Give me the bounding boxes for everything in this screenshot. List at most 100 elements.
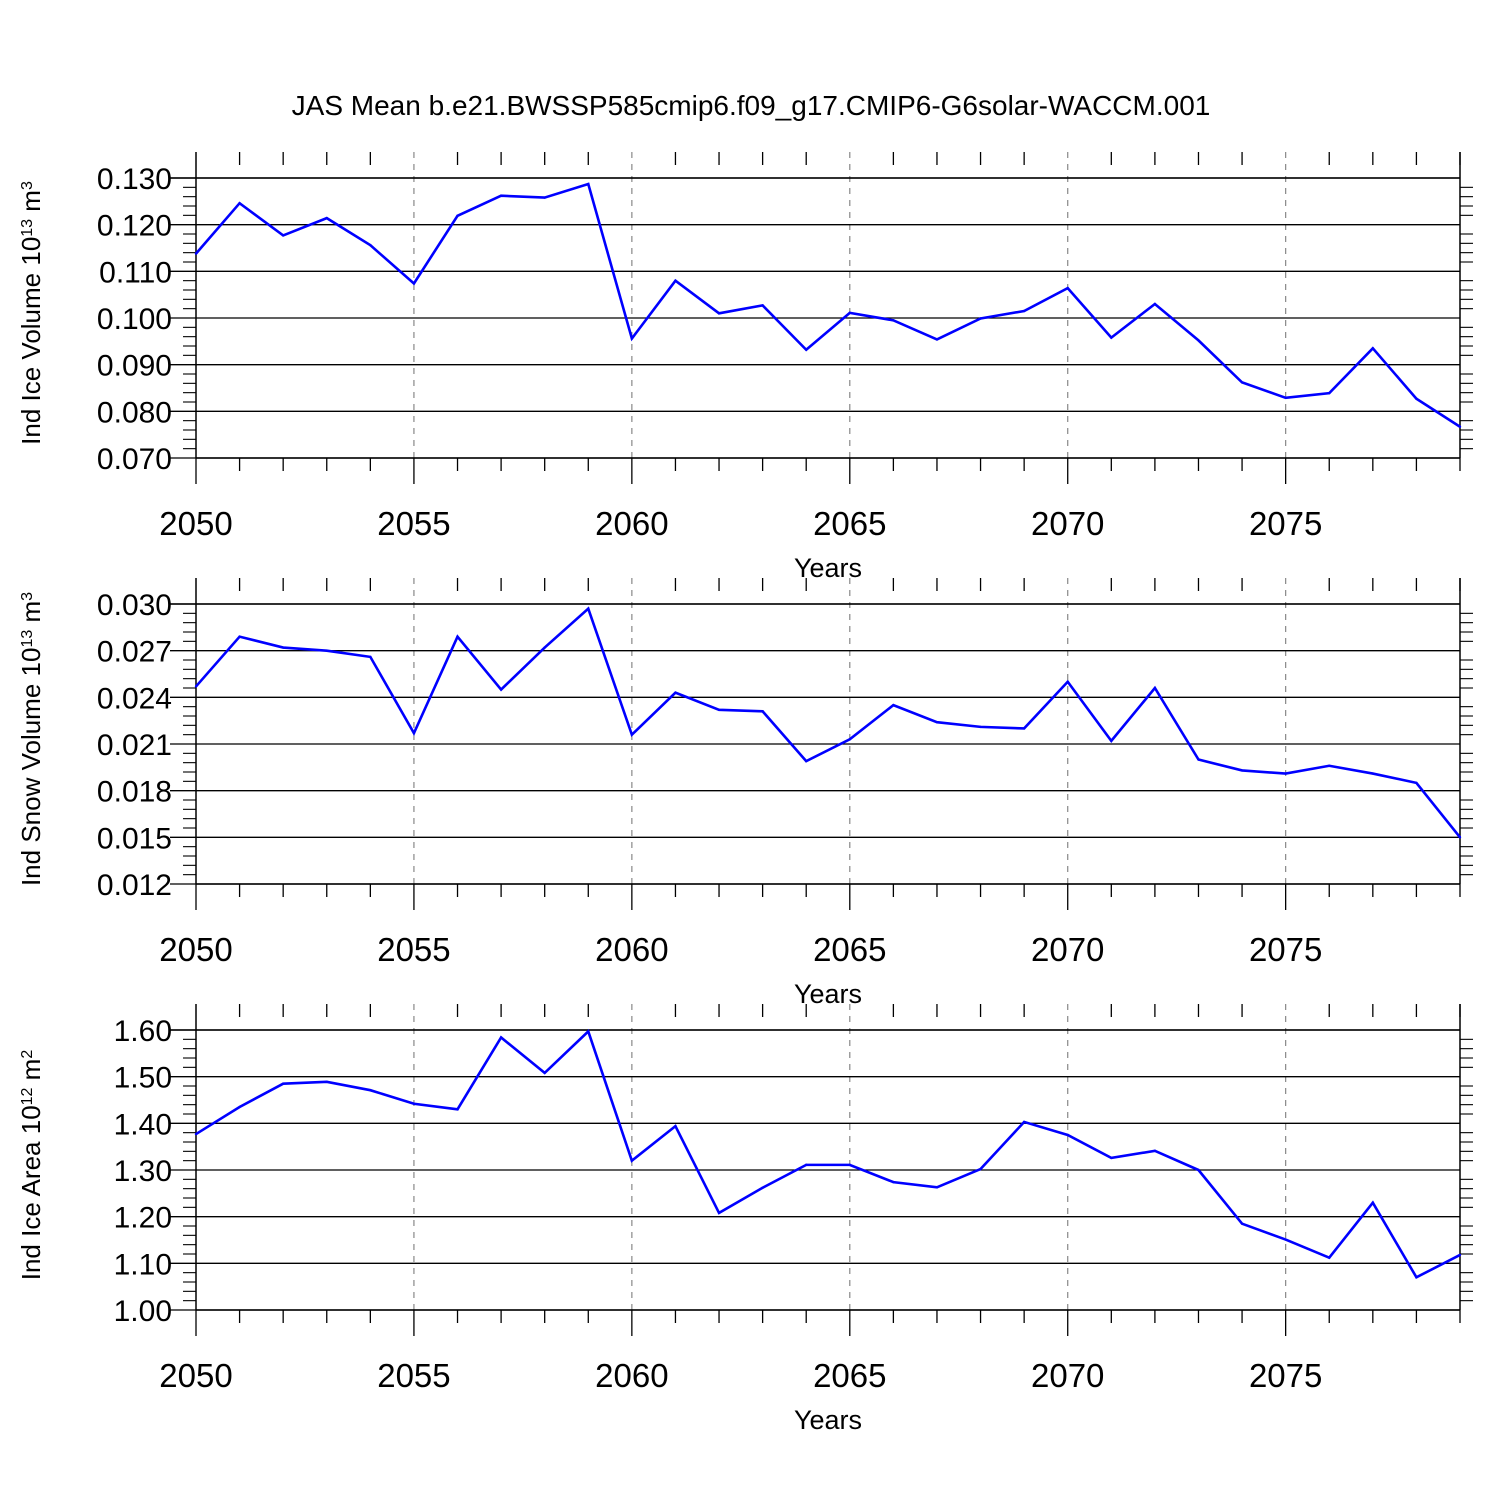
data-point (325, 1080, 328, 1084)
x-tick-label: 2060 (595, 505, 668, 542)
data-point (892, 1180, 895, 1184)
y-tick-label: 0.030 (97, 589, 172, 622)
data-point (979, 317, 982, 320)
data-point (1153, 1149, 1157, 1153)
data-point (412, 282, 416, 285)
y-axis-label: Ind Ice Area 1012 m2 (16, 1050, 46, 1281)
series-line (195, 606, 1462, 839)
data-point (369, 244, 372, 247)
data-point (412, 731, 416, 735)
data-point (194, 685, 198, 688)
y-tick-label: 0.070 (97, 443, 172, 476)
data-point (1415, 397, 1418, 400)
x-tick-label: 2055 (377, 505, 450, 542)
data-point (674, 279, 677, 282)
data-point (1066, 680, 1069, 683)
panel-3: 1.00 1.10 1.20 1.30 1.40 1.50 1.60 2050 2055 2060… (16, 1004, 1473, 1435)
x-tick-label: 2070 (1031, 1357, 1104, 1394)
x-tick-label: 2060 (595, 1357, 668, 1394)
data-point (630, 1159, 634, 1162)
y-label-text: Ind Ice Area 10 (16, 1105, 46, 1280)
data-point (1110, 336, 1113, 339)
data-point (587, 607, 590, 610)
x-tick-label: 2055 (377, 931, 450, 968)
y-label-text: m (16, 601, 46, 630)
x-tick-label: 2070 (1031, 505, 1104, 542)
y-tick-label: 0.027 (97, 636, 172, 669)
y-tick-label: 0.021 (97, 729, 172, 762)
data-point (1371, 1201, 1375, 1204)
data-point (848, 1163, 851, 1167)
y-label-superscript: 3 (19, 181, 36, 190)
data-point (848, 311, 851, 315)
data-point (238, 635, 241, 638)
y-axis-label: Ind Ice Volume 1013 m3 (16, 181, 46, 445)
data-point (1066, 1133, 1069, 1137)
data-point (1415, 781, 1418, 785)
data-point (892, 703, 895, 707)
data-point (369, 1089, 372, 1092)
data-point (325, 649, 328, 652)
x-tick-label: 2065 (813, 931, 886, 968)
x-tick-label: 2070 (1031, 931, 1104, 968)
data-point (1284, 1238, 1287, 1241)
data-point (935, 721, 939, 724)
x-tick-label: 2050 (159, 1357, 232, 1394)
data-point (238, 1105, 241, 1109)
data-point (717, 708, 721, 711)
data-point (1022, 309, 1026, 313)
y-tick-label: 0.024 (97, 682, 172, 715)
data-point (761, 304, 764, 307)
y-tick-label: 0.090 (97, 350, 172, 383)
data-point (674, 1124, 677, 1128)
y-tick-label: 0.080 (97, 396, 172, 429)
chart-title: JAS Mean b.e21.BWSSP585cmip6.f09_g17.CMI… (292, 90, 1211, 121)
y-tick-label: 0.120 (97, 210, 172, 243)
y-label-superscript: 3 (19, 592, 36, 601)
data-point (1197, 339, 1200, 342)
data-point (456, 1108, 459, 1111)
data-point (543, 1071, 546, 1075)
data-point (979, 1167, 982, 1171)
data-point (499, 194, 503, 197)
data-point (935, 338, 939, 341)
x-tick-label: 2075 (1249, 505, 1322, 542)
data-point (1415, 1276, 1418, 1279)
data-point (1197, 758, 1200, 761)
y-axis-label: Ind Snow Volume 1013 m3 (16, 592, 46, 886)
data-point (848, 738, 851, 741)
x-tick-label: 2065 (813, 1357, 886, 1394)
data-point (979, 725, 982, 729)
data-point (1197, 1168, 1200, 1172)
data-point (761, 710, 764, 713)
y-tick-label: 0.015 (97, 822, 172, 855)
y-tick-label: 0.130 (97, 163, 172, 196)
data-point (499, 1036, 503, 1039)
data-point (1240, 381, 1244, 384)
y-tick-label: 0.110 (99, 256, 172, 289)
y-label-text: m (16, 190, 46, 219)
data-point (805, 759, 808, 763)
y-label-superscript: 2 (19, 1050, 36, 1059)
data-point (1458, 1253, 1462, 1257)
x-tick-label: 2060 (595, 931, 668, 968)
x-axis-label: Years (794, 1405, 862, 1435)
y-label-text: Ind Ice Volume 10 (16, 237, 46, 445)
data-point (674, 691, 677, 694)
y-tick-label: 1.30 (114, 1155, 172, 1188)
x-tick-label: 2050 (159, 931, 232, 968)
y-tick-label: 1.20 (114, 1202, 172, 1235)
data-point (1284, 396, 1287, 399)
data-point (238, 202, 241, 205)
data-point (1284, 772, 1287, 775)
data-point (281, 234, 285, 237)
data-point (805, 348, 808, 351)
data-point (1110, 1156, 1113, 1160)
data-point (281, 646, 285, 649)
panel-1: 0.070 0.080 0.090 0.100 0.110 0.120 0.130 2050 2… (16, 152, 1473, 583)
data-point (1240, 769, 1244, 772)
data-point (761, 1186, 764, 1189)
data-point (194, 252, 198, 255)
data-point (456, 214, 459, 217)
panel-2: 0.012 0.015 0.018 0.021 0.024 0.027 0.030 2050 2… (16, 578, 1473, 1009)
